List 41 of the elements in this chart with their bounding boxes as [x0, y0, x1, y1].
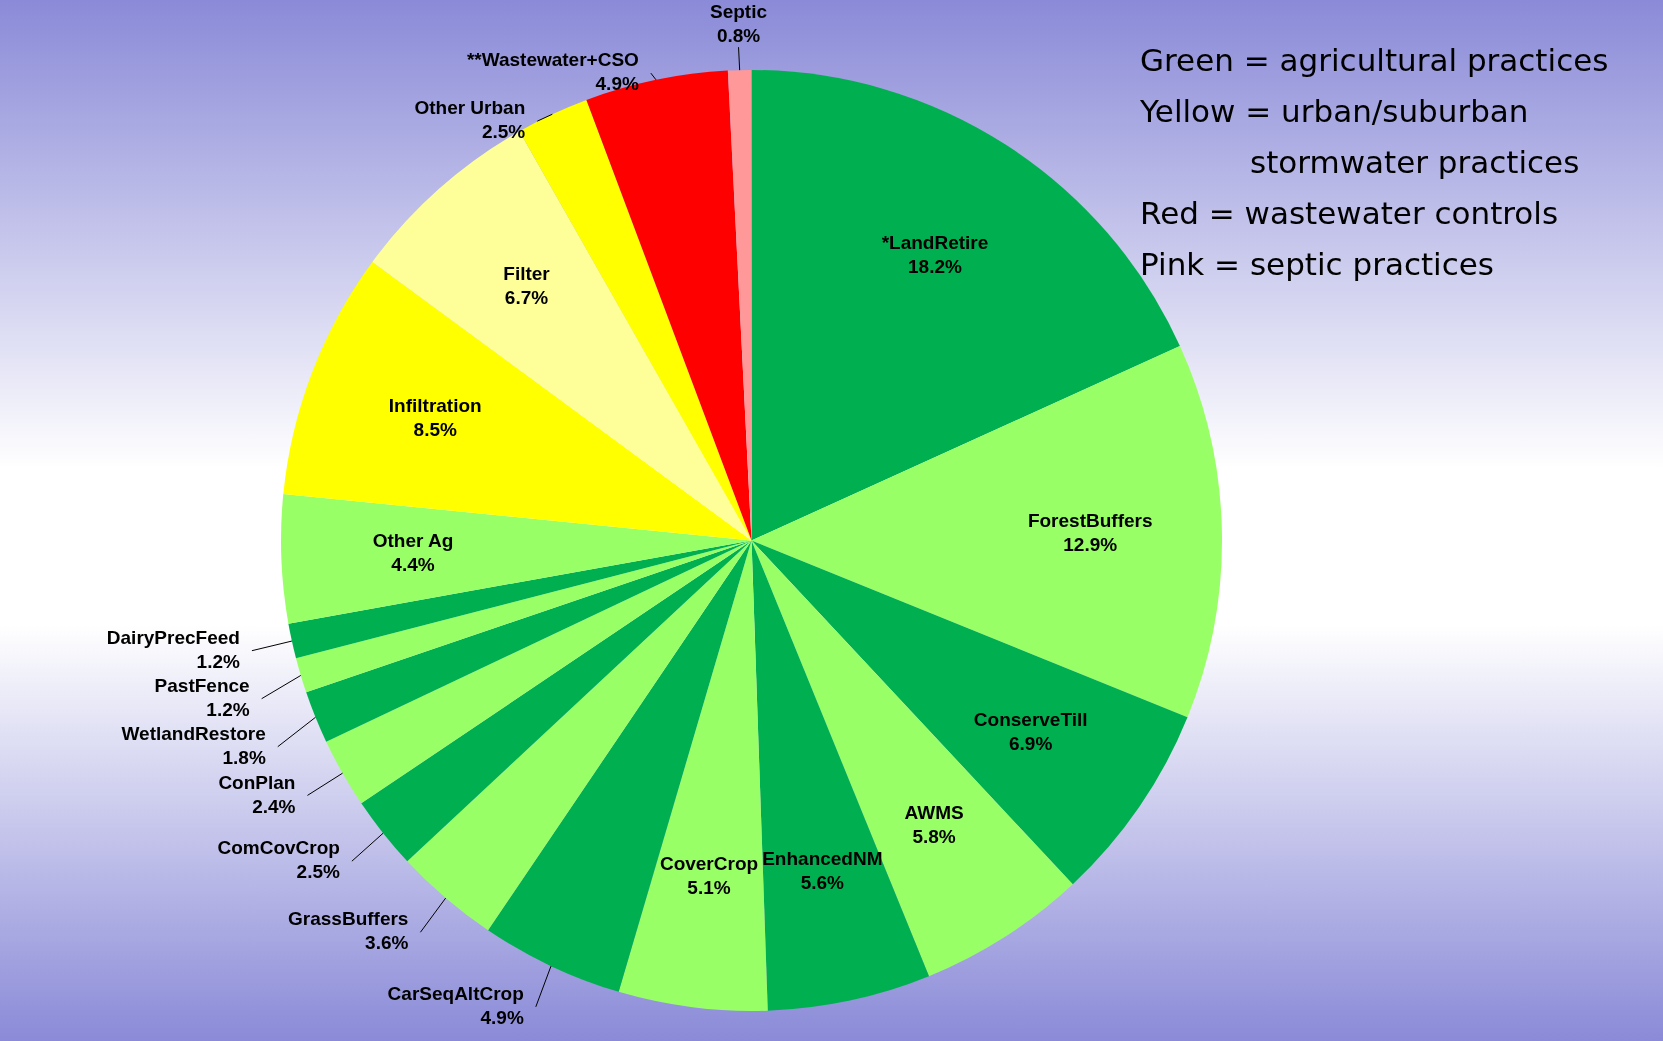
slice-label: **Wastewater+CSO	[466, 49, 639, 71]
data-label: 1.8%	[222, 746, 266, 768]
data-label: 8.5%	[413, 419, 457, 441]
slice-label: WetlandRestore	[121, 722, 266, 744]
slice-label: ConserveTill	[973, 708, 1088, 730]
data-label: 4.4%	[391, 554, 435, 576]
data-label: 5.1%	[687, 876, 731, 898]
data-label: 5.8%	[912, 826, 956, 848]
slice-label: DairyPrecFeed	[106, 626, 240, 648]
data-label: 4.9%	[480, 1007, 524, 1029]
data-label: 18.2%	[908, 255, 963, 277]
slice-label: AWMS	[904, 802, 964, 824]
data-label: 6.9%	[1009, 732, 1053, 754]
text: Red = wastewater controls	[1140, 194, 1560, 233]
slice-label: ConPlan	[218, 771, 296, 793]
slice-label: Filter	[503, 263, 551, 285]
data-label: 1.2%	[196, 650, 241, 672]
slice-label: GrassBuffers	[288, 908, 409, 930]
data-label: 1.2%	[206, 698, 250, 720]
data-label: 3.6%	[365, 932, 409, 954]
data-label: 6.7%	[504, 287, 549, 309]
text: Pink = septic practices	[1140, 245, 1495, 284]
slice-label: PastFence	[154, 674, 250, 696]
data-label: 2.5%	[296, 861, 340, 883]
data-label: 12.9%	[1063, 533, 1118, 555]
slice-label: *LandRetire	[881, 231, 989, 253]
text: Yellow = urban/suburban stormwater practices	[1140, 92, 1581, 182]
slice-label: ComCovCrop	[217, 837, 340, 859]
text: Green = agricultural practices	[1140, 41, 1610, 80]
slice-label: Other Urban	[414, 97, 526, 119]
data-label: 0.8%	[716, 25, 761, 47]
slice-label: CarSeqAltCrop	[387, 983, 524, 1005]
slice-label: Infiltration	[388, 395, 482, 417]
slice-label: ForestBuffers	[1027, 509, 1153, 531]
data-label: 5.6%	[800, 872, 845, 893]
slice-label: Other Ag	[372, 530, 454, 552]
slice-label: EnhancedNM	[762, 848, 883, 869]
slice-label: CoverCrop	[659, 852, 759, 874]
data-label: 4.9%	[595, 73, 639, 95]
data-label: 2.4%	[252, 795, 296, 817]
slice-label: Septic	[710, 1, 768, 23]
